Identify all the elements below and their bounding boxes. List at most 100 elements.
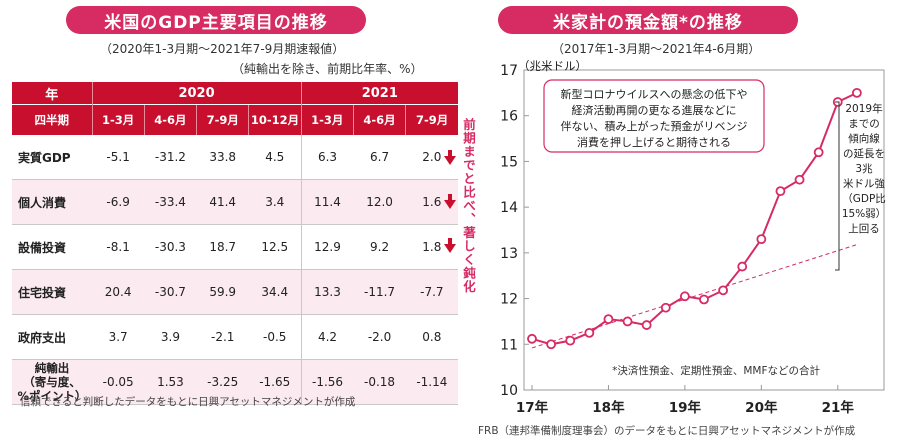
data-point	[679, 291, 690, 302]
x-tick-label: 21年	[822, 399, 855, 416]
table-cell: -1.14	[405, 359, 458, 405]
table-cell: -2.1	[196, 314, 249, 360]
row-label: 住宅投資	[12, 269, 92, 315]
table-cell: 12.0	[353, 179, 406, 225]
side-note-line: （GDP比	[842, 192, 886, 205]
table-cell: -11.7	[353, 269, 406, 315]
table-cell: 33.8	[196, 135, 249, 180]
side-note-bracket	[835, 101, 840, 271]
table-cell: 20.4	[92, 269, 145, 315]
table-cell: 3.4	[248, 179, 302, 225]
table-cell: 41.4	[196, 179, 249, 225]
gdp-table: 年 2020 2021 四半期 1-3月 4-6月 7-9月 10-12月 1-…	[12, 82, 458, 405]
table-cell: 4.2	[300, 314, 354, 360]
side-note-line: 3兆	[855, 163, 873, 175]
side-note: 2019年 までの 傾向線 の延長を 3兆 米ドル強 （GDP比 15%弱） 上…	[842, 102, 886, 235]
y-tick-label: 12	[500, 292, 518, 308]
header-quarter-label: 四半期	[12, 104, 92, 135]
right-source-note: FRB（連邦準備制度理事会）のデータをもとに日興アセットマネジメントが作成	[478, 425, 856, 437]
row-label: 政府支出	[12, 314, 92, 360]
y-tick-label: 11	[500, 337, 518, 353]
table-cell: 3.9	[144, 314, 197, 360]
x-tick-label: 17年	[516, 399, 549, 416]
table-cell: 13.3	[300, 269, 354, 315]
down-arrow-icon	[444, 150, 456, 165]
table-cell: -1.56	[300, 359, 354, 405]
table-cell: 6.3	[300, 135, 354, 180]
callout-line: 消費を押し上げると期待される	[577, 135, 731, 149]
y-tick-label: 13	[500, 246, 518, 262]
table-row-real-gdp: 実質GDP -5.1 -31.2 33.8 4.5 6.3 6.7 2.0	[12, 135, 458, 180]
data-point	[603, 314, 614, 325]
callout-line: 経済活動再開の更なる進展などに	[572, 103, 737, 117]
table-cell: -0.18	[353, 359, 406, 405]
x-tick-label: 19年	[669, 399, 702, 416]
data-point	[546, 339, 557, 350]
table-row-capex: 設備投資 -8.1 -30.3 18.7 12.5 12.9 9.2 1.8	[12, 224, 458, 270]
table-cell: 0.8	[405, 314, 458, 360]
table-cell: 12.5	[248, 224, 302, 270]
side-note-line: 傾向線	[848, 132, 880, 145]
x-tick-label: 18年	[592, 399, 625, 416]
table-cell: 59.9	[196, 269, 249, 315]
quarter-header: 7-9月	[196, 104, 249, 135]
data-point	[775, 186, 786, 197]
x-tick-label: 20年	[745, 399, 778, 416]
y-tick-label: 10	[500, 383, 518, 399]
gdp-table-title: 米国のGDP主要項目の推移	[66, 6, 366, 34]
data-point	[660, 302, 671, 313]
deposit-chart-title: 米家計の預金額*の推移	[498, 6, 798, 34]
deposit-chart-subtitle: （2017年1-3月期～2021年4-6月期）	[552, 42, 761, 56]
side-note-line: 上回る	[848, 223, 880, 235]
table-cell: 34.4	[248, 269, 302, 315]
quarter-header: 7-9月	[405, 104, 458, 135]
table-cell: -5.1	[92, 135, 145, 180]
data-point	[622, 316, 633, 327]
table-cell: 12.9	[300, 224, 354, 270]
left-source-note: 信頼できると判断したデータをもとに日興アセットマネジメントが作成	[20, 396, 356, 408]
table-cell: -30.7	[144, 269, 197, 315]
header-year-2020: 2020	[91, 82, 302, 105]
row-label: 設備投資	[12, 224, 92, 270]
table-cell: 2.0	[405, 135, 458, 180]
table-cell: 6.7	[353, 135, 406, 180]
table-cell: 1.53	[144, 359, 197, 405]
row-label: 個人消費	[12, 179, 92, 225]
chart-footnote: *決済性預金、定期性預金、MMFなどの合計	[612, 364, 820, 377]
data-point	[565, 335, 576, 346]
table-row-net-exports: 純輸出 （寄与度、 %ポイント） -0.05 1.53 -3.25 -1.65 …	[12, 359, 458, 405]
down-arrow-icon	[444, 238, 456, 253]
data-point	[756, 234, 767, 245]
data-point	[718, 285, 729, 296]
table-cell: -6.9	[92, 179, 145, 225]
side-note-line: の延長を	[843, 148, 885, 160]
table-row-government: 政府支出 3.7 3.9 -2.1 -0.5 4.2 -2.0 0.8	[12, 314, 458, 360]
side-note-line: 米ドル強	[843, 177, 885, 190]
table-cell: 18.7	[196, 224, 249, 270]
data-point	[584, 327, 595, 338]
data-point	[851, 87, 862, 98]
y-axis-unit-label: （兆米ドル）	[518, 60, 587, 73]
header-year-label: 年	[12, 82, 92, 105]
table-cell: -8.1	[92, 224, 145, 270]
callout-line: 伴ない、積み上がった預金がリベンジ	[561, 119, 748, 133]
table-cell: -0.05	[92, 359, 145, 405]
quarter-header: 4-6月	[143, 104, 197, 135]
row-label: 純輸出 （寄与度、 %ポイント）	[12, 359, 92, 405]
quarter-header: 10-12月	[248, 104, 302, 135]
net-exports-label-unit: %ポイント）	[17, 389, 87, 403]
row-label: 実質GDP	[12, 135, 92, 180]
callout-line: 新型コロナウイルスへの懸念の低下や	[561, 87, 748, 101]
table-cell: -2.0	[353, 314, 406, 360]
table-cell: 9.2	[353, 224, 406, 270]
header-year-2021: 2021	[300, 82, 458, 105]
side-note-line: 15%弱）	[842, 208, 886, 220]
quarter-header: 1-3月	[91, 104, 145, 135]
table-cell: 1.8	[405, 224, 458, 270]
data-point	[794, 174, 805, 185]
quarter-header: 4-6月	[352, 104, 406, 135]
table-cell: -7.7	[405, 269, 458, 315]
table-cell: 11.4	[300, 179, 354, 225]
gdp-table-subtitle: （2020年1-3月期～2021年7-9月期速報値）	[100, 42, 345, 56]
